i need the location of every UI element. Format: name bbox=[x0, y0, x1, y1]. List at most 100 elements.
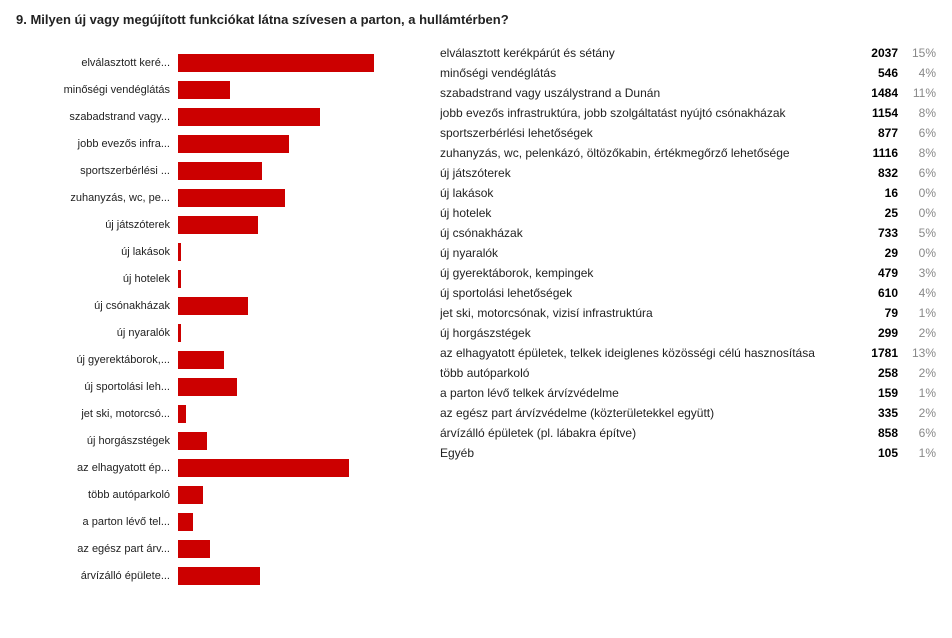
chart-row: több autóparkoló bbox=[16, 481, 416, 508]
table-row-count: 858 bbox=[852, 426, 898, 440]
table-row-count: 159 bbox=[852, 386, 898, 400]
chart-row-label: új sportolási leh... bbox=[16, 381, 178, 393]
chart-row-label: az elhagyatott ép... bbox=[16, 462, 178, 474]
table-row-count: 832 bbox=[852, 166, 898, 180]
table-row-label: Egyéb bbox=[440, 446, 852, 460]
chart-row-label: jobb evezős infra... bbox=[16, 138, 178, 150]
table-row-count: 546 bbox=[852, 66, 898, 80]
table-row-label: új csónakházak bbox=[440, 226, 852, 240]
chart-row: minőségi vendéglátás bbox=[16, 76, 416, 103]
chart-bar bbox=[178, 486, 203, 504]
table-row-pct: 2% bbox=[898, 326, 936, 340]
table-row-pct: 11% bbox=[898, 86, 936, 100]
chart-bar-track bbox=[178, 297, 416, 315]
table-row-label: szabadstrand vagy uszálystrand a Dunán bbox=[440, 86, 852, 100]
chart-bar-track bbox=[178, 54, 416, 72]
table-row-label: az elhagyatott épületek, telkek ideiglen… bbox=[440, 346, 852, 360]
table-row-pct: 6% bbox=[898, 426, 936, 440]
table-row-label: elválasztott kerékpárút és sétány bbox=[440, 46, 852, 60]
table-row: jobb evezős infrastruktúra, jobb szolgál… bbox=[440, 103, 936, 123]
chart-bar bbox=[178, 81, 230, 99]
table-row-count: 1781 bbox=[852, 346, 898, 360]
chart-bar bbox=[178, 216, 258, 234]
chart-row: árvízálló épülete... bbox=[16, 562, 416, 589]
table-row-count: 1116 bbox=[852, 146, 898, 160]
table-row: jet ski, motorcsónak, vizisí infrastrukt… bbox=[440, 303, 936, 323]
chart-row: szabadstrand vagy... bbox=[16, 103, 416, 130]
chart-row: új nyaralók bbox=[16, 319, 416, 346]
chart-bar-track bbox=[178, 162, 416, 180]
table-row: új gyerektáborok, kempingek4793% bbox=[440, 263, 936, 283]
question-title: 9. Milyen új vagy megújított funkciókat … bbox=[16, 12, 936, 27]
table-row-count: 29 bbox=[852, 246, 898, 260]
chart-bar-track bbox=[178, 216, 416, 234]
table-row-pct: 4% bbox=[898, 286, 936, 300]
table-row: új nyaralók290% bbox=[440, 243, 936, 263]
table-row-pct: 13% bbox=[898, 346, 936, 360]
chart-bar bbox=[178, 540, 210, 558]
table-row-label: új horgászstégek bbox=[440, 326, 852, 340]
chart-bar-track bbox=[178, 189, 416, 207]
chart-row: a parton lévő tel... bbox=[16, 508, 416, 535]
chart-row: jet ski, motorcsó... bbox=[16, 400, 416, 427]
table-row: új játszóterek8326% bbox=[440, 163, 936, 183]
chart-row-label: új lakások bbox=[16, 246, 178, 258]
table-row-count: 2037 bbox=[852, 46, 898, 60]
chart-row: új horgászstégek bbox=[16, 427, 416, 454]
chart-row: jobb evezős infra... bbox=[16, 130, 416, 157]
chart-row-label: új horgászstégek bbox=[16, 435, 178, 447]
chart-bar-track bbox=[178, 513, 416, 531]
table-row: új sportolási lehetőségek6104% bbox=[440, 283, 936, 303]
table-row: sportszerbérlési lehetőségek8776% bbox=[440, 123, 936, 143]
chart-bar bbox=[178, 189, 285, 207]
chart-row-label: új csónakházak bbox=[16, 300, 178, 312]
table-row: elválasztott kerékpárút és sétány203715% bbox=[440, 43, 936, 63]
table-row-label: zuhanyzás, wc, pelenkázó, öltözőkabin, é… bbox=[440, 146, 852, 160]
chart-bar-track bbox=[178, 270, 416, 288]
chart-row-label: szabadstrand vagy... bbox=[16, 111, 178, 123]
chart-row-label: új nyaralók bbox=[16, 327, 178, 339]
chart-bar-track bbox=[178, 351, 416, 369]
chart-bar bbox=[178, 432, 207, 450]
table-row: árvízálló épületek (pl. lábakra építve)8… bbox=[440, 423, 936, 443]
chart-row-label: elválasztott keré... bbox=[16, 57, 178, 69]
table-row-pct: 5% bbox=[898, 226, 936, 240]
chart-row-label: több autóparkoló bbox=[16, 489, 178, 501]
table-row: szabadstrand vagy uszálystrand a Dunán14… bbox=[440, 83, 936, 103]
chart-bar-track bbox=[178, 567, 416, 585]
chart-row-label: minőségi vendéglátás bbox=[16, 84, 178, 96]
chart-bar bbox=[178, 108, 320, 126]
chart-bar bbox=[178, 567, 260, 585]
table-row-pct: 6% bbox=[898, 126, 936, 140]
table-row-count: 1154 bbox=[852, 106, 898, 120]
table-row-count: 335 bbox=[852, 406, 898, 420]
chart-bar bbox=[178, 135, 289, 153]
chart-row: sportszerbérlési ... bbox=[16, 157, 416, 184]
chart-row: új játszóterek bbox=[16, 211, 416, 238]
table-row: minőségi vendéglátás5464% bbox=[440, 63, 936, 83]
chart-row: új csónakházak bbox=[16, 292, 416, 319]
chart-row-label: új játszóterek bbox=[16, 219, 178, 231]
chart-bar-track bbox=[178, 108, 416, 126]
table-row-pct: 8% bbox=[898, 106, 936, 120]
table-row-count: 610 bbox=[852, 286, 898, 300]
table-row-label: jobb evezős infrastruktúra, jobb szolgál… bbox=[440, 106, 852, 120]
chart-bar bbox=[178, 162, 262, 180]
chart-row: új hotelek bbox=[16, 265, 416, 292]
table-row-pct: 2% bbox=[898, 406, 936, 420]
chart-bar bbox=[178, 324, 181, 342]
chart-bar bbox=[178, 54, 374, 72]
chart-row-label: zuhanyzás, wc, pe... bbox=[16, 192, 178, 204]
table-row: Egyéb1051% bbox=[440, 443, 936, 463]
table-row-label: az egész part árvízvédelme (közterületek… bbox=[440, 406, 852, 420]
table-row-pct: 0% bbox=[898, 246, 936, 260]
chart-row: az egész part árv... bbox=[16, 535, 416, 562]
chart-bar-track bbox=[178, 405, 416, 423]
bar-chart: elválasztott keré... minőségi vendéglátás… bbox=[16, 41, 416, 589]
table-row-label: új játszóterek bbox=[440, 166, 852, 180]
chart-bar-track bbox=[178, 459, 416, 477]
chart-bar bbox=[178, 459, 349, 477]
chart-row-label: új gyerektáborok,... bbox=[16, 354, 178, 366]
table-row: új lakások160% bbox=[440, 183, 936, 203]
table-row-label: a parton lévő telkek árvízvédelme bbox=[440, 386, 852, 400]
